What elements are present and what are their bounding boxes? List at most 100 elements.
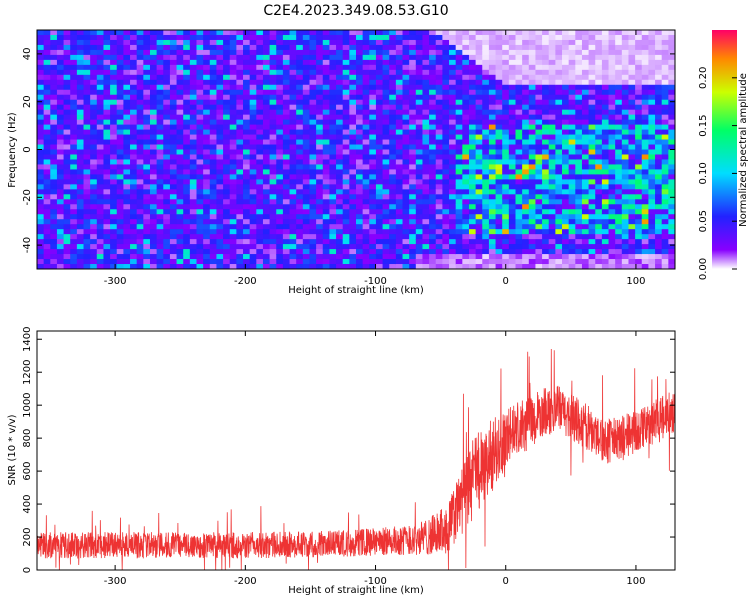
heatmap-cell [43,39,51,46]
heatmap-cell [249,119,257,126]
heatmap-cell [615,124,623,131]
heatmap-cell [495,99,503,106]
heatmap-cell [475,179,483,185]
heatmap-cell [183,59,191,66]
heatmap-cell [356,184,364,190]
heatmap-cell [183,234,191,240]
heatmap-cell [475,59,483,66]
heatmap-cell [309,199,317,205]
heatmap-cell [628,199,636,205]
heatmap-cell [615,174,623,180]
heatmap-cell [302,49,311,56]
heatmap-cell [495,89,503,96]
heatmap-cell [542,179,550,185]
heatmap-cell [581,104,590,111]
heatmap-cell [422,204,430,210]
heatmap-cell [608,49,616,56]
heatmap-cell [63,89,71,96]
heatmap-cell [595,244,603,250]
heatmap-cell [103,39,111,46]
heatmap-cell [262,54,271,61]
heatmap-cell [189,254,198,260]
heatmap-cell [528,174,537,180]
heatmap-cell [601,94,610,101]
heatmap-cell [562,224,570,230]
heatmap-cell [442,149,450,156]
heatmap-cell [50,254,58,260]
heatmap-cell [269,109,277,116]
heatmap-cell [336,64,344,71]
heatmap-cell [356,134,364,141]
heatmap-cell [488,149,497,156]
heatmap-cell [442,174,450,180]
heatmap-cell [415,159,424,166]
heatmap-cell [668,144,675,151]
heatmap-cell [468,249,477,255]
heatmap-cell [90,229,98,235]
heatmap-cell [276,229,284,235]
heatmap-cell [116,244,124,250]
heatmap-cell [249,194,257,200]
heatmap-cell [123,209,131,215]
heatmap-cell [435,224,443,230]
heatmap-cell [110,30,118,36]
heatmap-cell [515,239,523,245]
heatmap-cell [203,89,211,96]
heatmap-cell [382,74,390,81]
heatmap-cell [56,224,65,230]
heatmap-cell [449,259,457,265]
heatmap-cell [488,204,497,210]
heatmap-cell [116,259,124,265]
heatmap-cell [402,154,410,161]
heatmap-cell [110,139,118,146]
heatmap-cell [522,69,530,76]
heatmap-cell [37,159,45,166]
heatmap-cell [528,184,537,190]
heatmap-cell [515,89,523,96]
heatmap-cell [542,139,550,146]
heatmap-cell [302,219,311,225]
heatmap-cell [70,129,78,136]
heatmap-cell [302,194,311,200]
heatmap-cell [336,244,344,250]
heatmap-cell [37,179,45,185]
heatmap-cell [262,154,271,161]
heatmap-cell [143,79,151,86]
heatmap-cell [123,74,131,81]
heatmap-cell [422,154,430,161]
heatmap-cell [276,139,284,146]
heatmap-cell [169,224,178,230]
heatmap-cell [243,169,251,175]
heatmap-cell [116,124,124,131]
heatmap-cell [163,59,171,66]
heatmap-cell [90,114,98,121]
heatmap-cell [615,204,623,210]
heatmap-cell [389,264,397,269]
heatmap-cell [442,89,450,96]
heatmap-cell [455,139,463,146]
heatmap-cell [196,44,204,51]
heatmap-cell [581,254,590,260]
heatmap-cell [555,194,563,200]
heatmap-cell [50,139,58,146]
heatmap-cell [661,234,669,240]
heatmap-cell [349,169,357,175]
heatmap-cell [56,244,65,250]
heatmap-cell [50,54,58,61]
heatmap-cell [96,264,105,269]
heatmap-cell [282,39,291,46]
heatmap-cell [276,164,284,171]
heatmap-cell [169,114,178,121]
heatmap-cell [43,219,51,225]
heatmap-cell [442,134,450,141]
heatmap-cell [522,124,530,131]
heatmap-cell [322,249,331,255]
heatmap-cell [548,154,556,161]
heatmap-cell [322,69,331,76]
heatmap-cell [389,59,397,66]
heatmap-cell [535,134,543,141]
heatmap-cell [429,244,437,250]
heatmap-cell [349,224,357,230]
heatmap-cell [482,30,490,36]
heatmap-cell [528,89,537,96]
